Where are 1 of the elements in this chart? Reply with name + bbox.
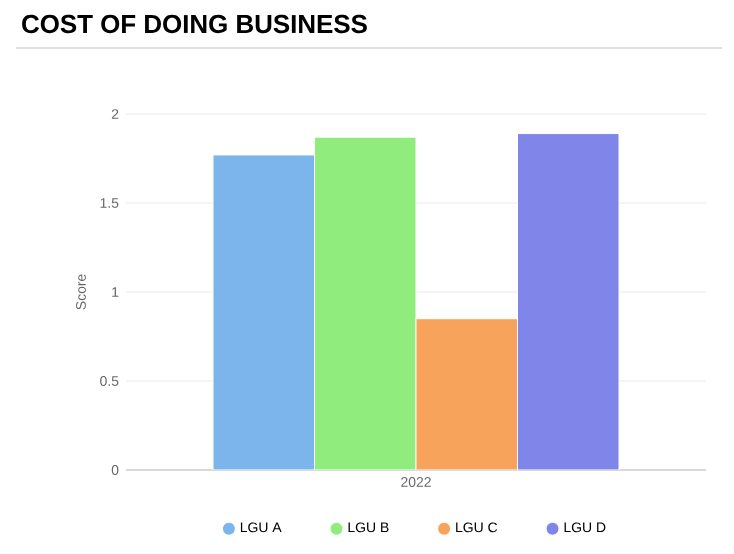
chart-title: COST OF DOING BUSINESS [22,14,367,34]
